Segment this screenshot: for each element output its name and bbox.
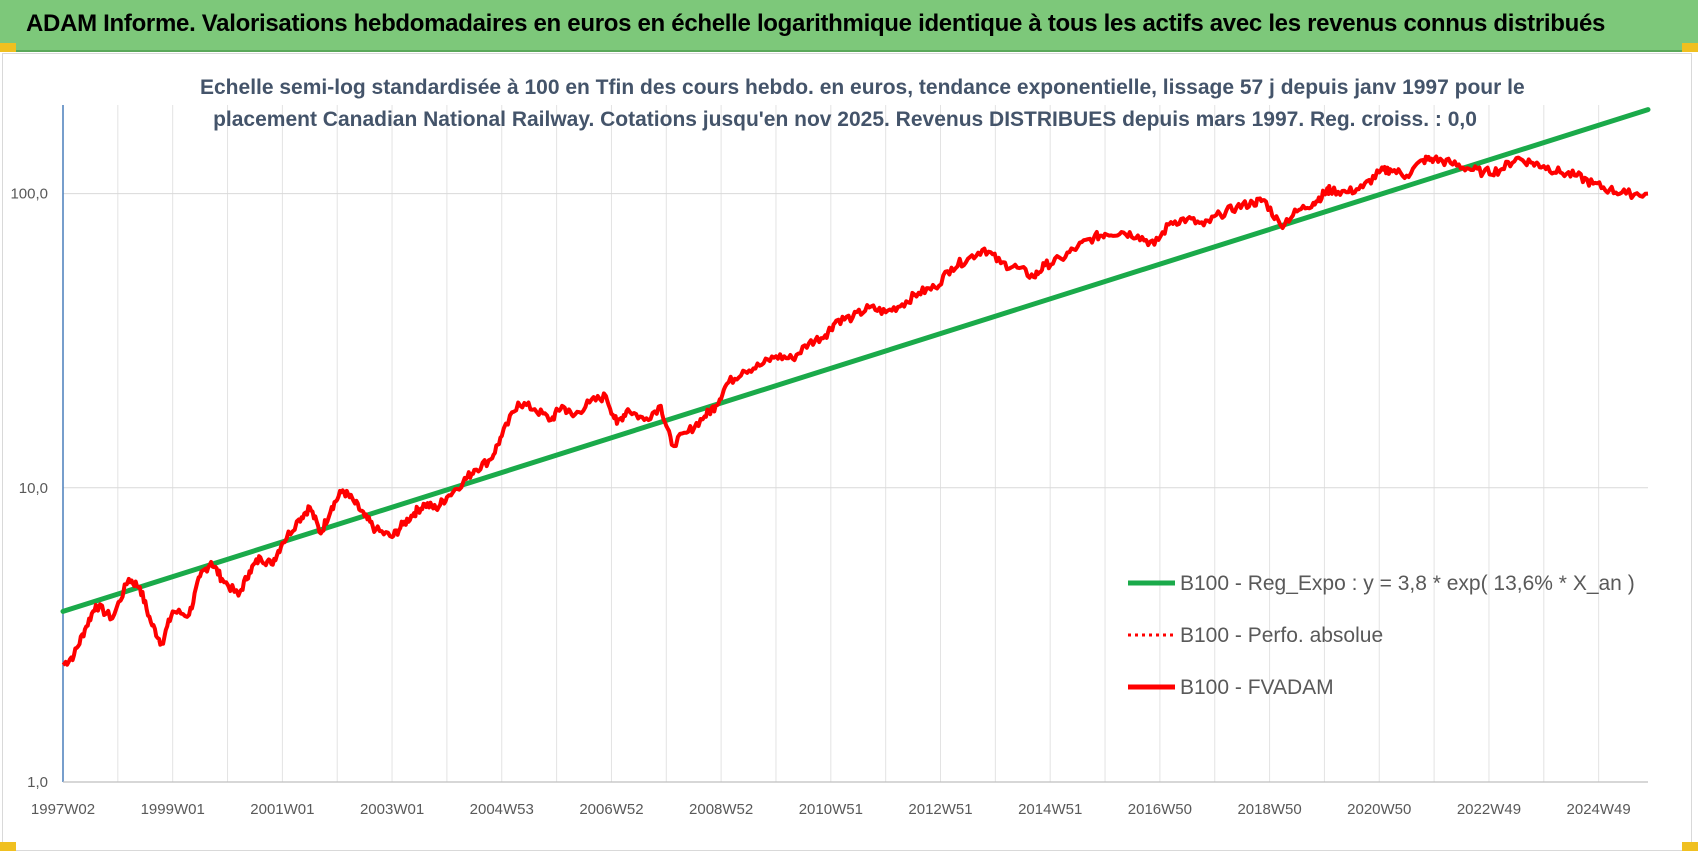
corner-marker [0,43,16,52]
legend-label: B100 - Reg_Expo : y = 3,8 * exp( 13,6% *… [1180,572,1635,595]
page-title: ADAM Informe. Valorisations hebdomadaire… [26,10,1606,37]
x-tick-label: 2010W51 [799,801,863,818]
x-tick-label: 2020W50 [1347,801,1411,818]
x-tick-label: 1997W02 [31,801,95,818]
x-tick-label: 2016W50 [1128,801,1192,818]
x-axis: 1997W02 1999W01 2001W01 2003W01 2004W53 2006W… [31,781,1648,818]
corner-marker [0,842,16,851]
legend-label: B100 - Perfo. absolue [1180,624,1383,647]
y-axis: 1,0 10,0 100,0 [10,105,64,791]
legend-item-perfo-absolue: B100 - Perfo. absolue [1128,624,1383,647]
x-tick-label: 2003W01 [360,801,424,818]
series-layer [60,107,1651,667]
legend-label: B100 - FVADAM [1180,676,1334,699]
x-tick-label: 2022W49 [1457,801,1521,818]
y-tick-label: 100,0 [10,186,48,203]
grid-lines [62,105,1648,783]
chart-frame [2,53,1692,851]
fvadam-line [61,154,1649,667]
chart-title-line-2: placement Canadian National Railway. Cot… [213,108,1477,131]
x-tick-label: 2024W49 [1567,801,1631,818]
trend-line [60,107,1651,614]
x-tick-label: 2004W53 [470,801,534,818]
y-tick-label: 1,0 [27,774,48,791]
x-tick-label: 2012W51 [908,801,972,818]
legend-item-fvadam: B100 - FVADAM [1128,676,1334,699]
corner-marker [1682,842,1698,851]
x-tick-label: 2014W51 [1018,801,1082,818]
y-tick-label: 10,0 [19,480,48,497]
header-bar: ADAM Informe. Valorisations hebdomadaire… [0,0,1698,52]
x-tick-label: 2008W52 [689,801,753,818]
legend: B100 - Reg_Expo : y = 3,8 * exp( 13,6% *… [1128,572,1635,699]
legend-item-trend: B100 - Reg_Expo : y = 3,8 * exp( 13,6% *… [1128,572,1635,595]
chart-title-line-1: Echelle semi-log standardisée à 100 en T… [200,76,1525,99]
corner-marker [1682,43,1698,52]
x-tick-label: 2018W50 [1237,801,1301,818]
x-tick-label: 2006W52 [579,801,643,818]
x-tick-label: 1999W01 [141,801,205,818]
x-tick-label: 2001W01 [250,801,314,818]
